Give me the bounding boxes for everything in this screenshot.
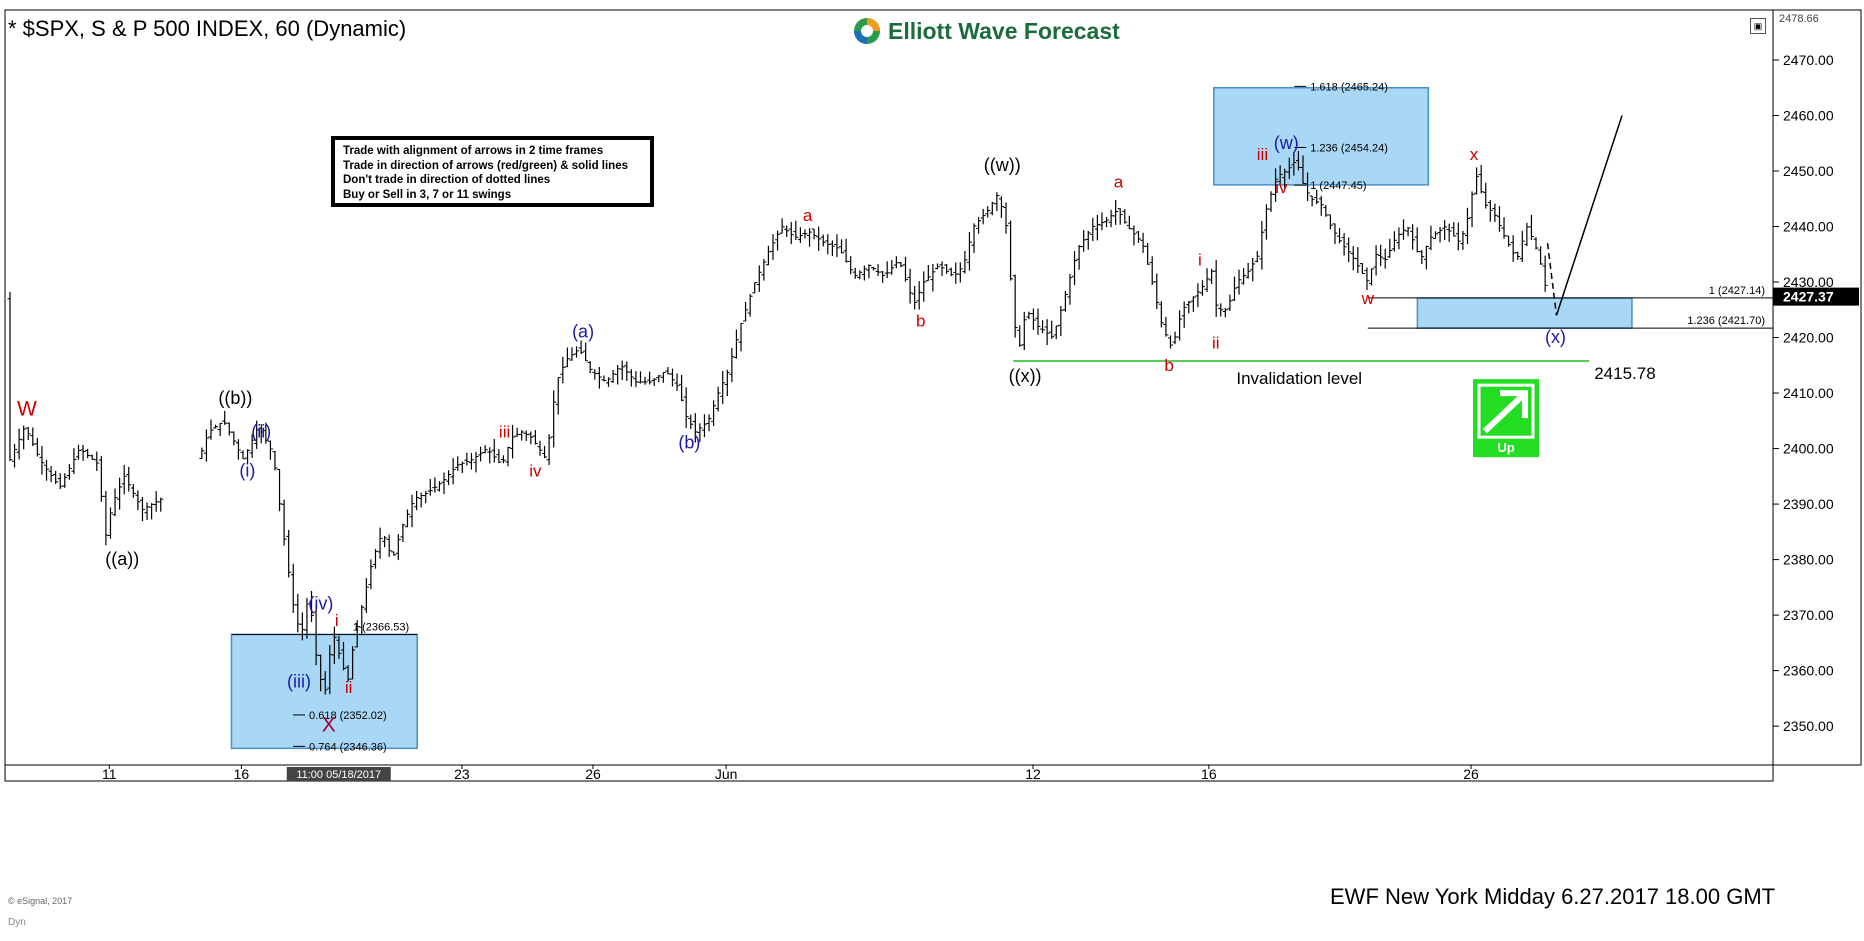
wave-label: w [1361,289,1375,308]
wave-label: ii [1212,334,1220,353]
up-arrow-label: Up [1497,440,1514,455]
wave-label: (b) [678,433,700,453]
wave-label: iii [1257,145,1268,164]
fib-level-label: 0.764 (2346.36) [309,741,387,753]
wave-label: ((b)) [218,388,252,408]
wave-label: ii [345,678,353,697]
chart-title: * $SPX, S & P 500 INDEX, 60 (Dynamic) [8,16,407,41]
price-tick-label: 2430.00 [1783,274,1834,290]
cursor-time-label: 11:00 05/18/2017 [296,769,381,781]
wave-label: i [335,611,339,630]
wave-label: X [322,714,336,737]
wave-label: ((a)) [105,549,139,569]
fib-target-box [230,633,418,750]
wave-label: (iii) [287,671,311,691]
wave-label: iv [1275,178,1288,197]
fib-level-label: 1 (2427.14) [1709,285,1765,297]
wave-label: W [17,397,37,420]
current-price-label: 2427.37 [1783,289,1834,305]
price-tick-label: 2460.00 [1783,107,1834,123]
up-arrow-frame [1477,383,1535,439]
time-tick-label: 16 [234,766,250,782]
wave-label: a [803,206,813,225]
esignal-credit: © eSignal, 2017 [8,896,73,906]
rule-line: Trade with alignment of arrows in 2 time… [343,145,604,157]
invalidation-label: Invalidation level [1236,369,1362,388]
fib-level-label: 1 (2447.45) [1310,180,1366,192]
price-tick-label: 2380.00 [1783,552,1834,568]
time-tick-label: 23 [454,766,470,782]
rule-line: Buy or Sell in 3, 7 or 11 swings [343,188,512,201]
time-axis-panel [4,764,1774,782]
wave-label: (iv) [308,594,333,614]
price-tick-label: 2450.00 [1783,163,1834,179]
fib-level-label: 1 (2366.53) [353,621,409,633]
time-tick-label: 26 [1463,766,1479,782]
wave-label: ((x)) [1009,366,1042,386]
price-tick-label: 2400.00 [1783,441,1834,457]
rule-line: Don't trade in direction of dotted lines [343,174,551,186]
fib-target-box [1213,86,1430,186]
cursor-time-bg [286,767,391,781]
wave-label: (ii) [251,421,271,441]
wave-label: b [1164,356,1173,375]
settings-icon[interactable]: ▣ [1750,18,1766,34]
trading-rules-box: Trade with alignment of arrows in 2 time… [331,136,654,207]
wave-label: (i) [239,460,255,480]
wave-label: x [1470,145,1479,164]
up-arrow-icon [1482,390,1529,434]
price-tick-label: 2350.00 [1783,718,1834,734]
fib-level-label: 1.618 (2465.24) [1310,81,1388,93]
time-tick-label: 26 [585,766,601,782]
footer-timestamp: EWF New York Midday 6.27.2017 18.00 GMT [1330,884,1776,909]
brand-logo: Elliott Wave Forecast [852,14,1120,48]
brand-name: Elliott Wave Forecast [888,17,1120,44]
wave-label: a [1114,173,1124,192]
wave-label: iii [499,422,510,441]
price-tick-label: 2420.00 [1783,330,1834,346]
wave-label: ((w)) [984,155,1021,175]
time-tick-label: 11 [102,766,117,782]
fib-level-label: 1.236 (2454.24) [1310,142,1388,154]
wave-label: iv [529,461,542,480]
time-tick-label: 12 [1025,766,1041,782]
price-tick-label: 2440.00 [1783,219,1834,235]
fib-level-label: 1.236 (2421.70) [1687,315,1765,327]
wave-label: b [916,311,925,330]
price-axis-panel [1772,9,1862,766]
top-price-label: 2478.66 [1779,13,1819,25]
invalidation-value: 2415.78 [1594,364,1655,383]
wave-label: (a) [572,322,594,342]
projection-solid-line [1555,115,1623,316]
logo-icon [854,18,880,44]
wave-label: i [1198,250,1202,269]
price-tick-label: 2360.00 [1783,663,1834,679]
projection-dashed-line [1546,243,1558,316]
time-tick-label: Jun [715,766,738,782]
wave-label: (w) [1274,133,1299,153]
fib-level-label: 0.618 (2352.02) [309,710,387,722]
wave-label: (x) [1545,327,1566,347]
time-tick-label: 16 [1201,766,1217,782]
price-tick-label: 2470.00 [1783,52,1834,68]
price-tick-label: 2370.00 [1783,607,1834,623]
fib-target-box [1416,297,1633,329]
price-tick-label: 2390.00 [1783,496,1834,512]
price-tick-label: 2410.00 [1783,385,1834,401]
dyn-label: Dyn [8,917,26,928]
current-price-bg [1773,287,1859,306]
rule-line: Trade in direction of arrows (red/green)… [343,159,629,172]
